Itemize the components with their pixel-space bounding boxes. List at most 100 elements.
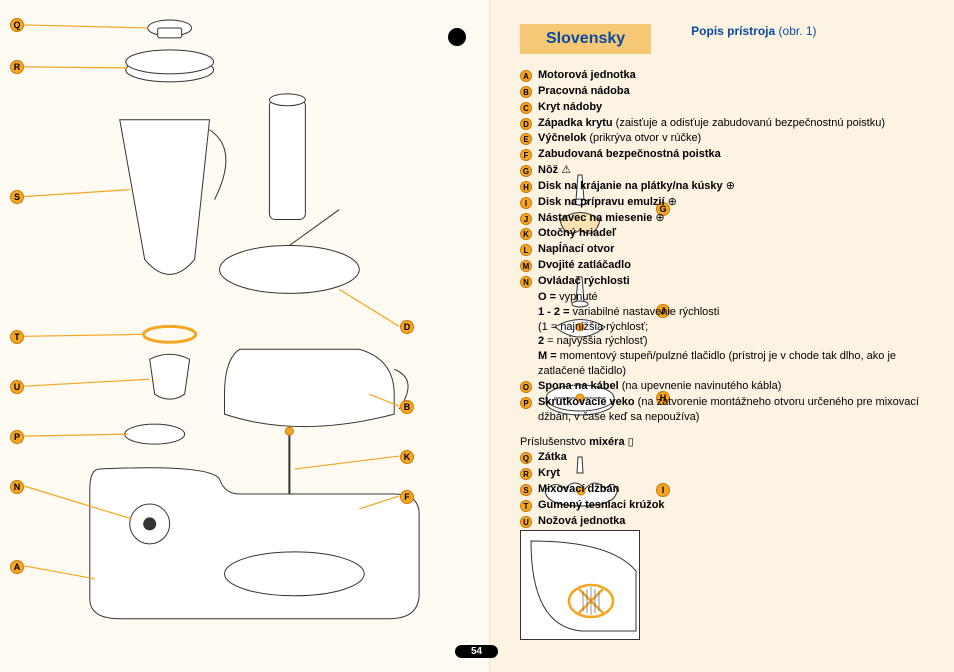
speed-note-bold: O = [538,291,556,303]
list-item: DZápadka krytu (zaisťuje a odisťuje zabu… [520,116,936,131]
item-label-bold: Ovládač rýchlosti [538,275,630,287]
item-label-rest: ⊕ [723,180,735,192]
speed-note-bold: M = [538,350,557,362]
item-badge: M [520,260,532,272]
language-tab: Slovensky [520,24,651,54]
list-item: I Disk na prípravu emulzií ⊕ [520,195,936,210]
callout-u: U [10,380,24,394]
accessory-bold: mixéra [589,436,624,448]
item-label-bold: Výčnelok [538,132,586,144]
callout-s: S [10,190,24,204]
callout-f: F [400,490,414,504]
callout-t: T [10,330,24,344]
callout-p: P [10,430,24,444]
item-label-rest: (zaisťuje a odisťuje zabudovanú bezpečno… [613,117,885,129]
accessory-list: Q Zátka RKryt S Mixovací džbán T Gumený tesnia… [520,450,936,528]
heading-text: Popis prístroja [691,24,775,38]
item-label-rest: (na upevnenie navinutého kábla) [619,380,782,392]
speed-note: M = momentový stupeň/pulzné tlačidlo (pr… [520,349,936,379]
list-item: M Dvojité zatláčadlo [520,258,936,273]
speed-note: (1 = najnižšia rýchlosť; [520,320,936,335]
item-badge: J [520,213,532,225]
item-label-bold: Disk na prípravu emulzií [538,196,665,208]
heading-sub: (obr. 1) [779,24,817,38]
list-item: F Zabudovaná bezpečnostná poistka [520,147,936,162]
callout-k: K [400,450,414,464]
item-badge: I [520,197,532,209]
speed-note-rest: momentový stupeň/pulzné tlačidlo (prístr… [538,350,896,377]
list-item: H Disk na krájanie na plátky/na kúsky ⊕ [520,179,936,194]
item-label-bold: Otočný hriadeľ [538,227,616,239]
list-item: B Pracovná nádoba [520,84,936,99]
item-label-bold: Skrutkovacie veko [538,396,635,408]
item-label-bold: Zátka [538,451,567,463]
item-label-bold: Zabudovaná bezpečnostná poistka [538,148,721,160]
item-label-bold: Nôž [538,164,558,176]
item-label-bold: Kryt [538,467,560,479]
item-label-bold: Pracovná nádoba [538,85,630,97]
item-badge: Q [520,452,532,464]
accessory-icon: ▯ [628,436,634,448]
accessory-heading: Príslušenstvo mixéra ▯ [520,435,936,448]
list-item: J Nástavec na miesenie ⊕ [520,211,936,226]
item-badge: G [520,165,532,177]
item-badge: B [520,86,532,98]
item-label-bold: Motorová jednotka [538,69,636,81]
item-badge: K [520,228,532,240]
item-label-rest: ⊕ [665,196,677,208]
description-panel: Slovensky Popis prístroja (obr. 1) A Moto… [490,0,954,672]
list-item: Q Zátka [520,450,936,465]
list-item: O Spona na kábel (na upevnenie navinutého… [520,379,936,394]
item-badge: U [520,516,532,528]
item-label-rest: ⊕ [652,212,664,224]
item-badge: E [520,133,532,145]
list-item: U Nožová jednotka [520,514,936,529]
item-label-bold: Gumený tesniaci krúžok [538,499,665,511]
speed-note-rest: vypnuté [556,291,598,303]
speed-note: 1 - 2 = variabilné nastavenie rýchlosti [520,305,936,320]
list-item: T Gumený tesniaci krúžok [520,498,936,513]
list-item: A Motorová jednotka [520,68,936,83]
item-label-bold: Napĺňací otvor [538,243,614,255]
list-item: E Výčnelok (prikrýva otvor v rúčke) [520,131,936,146]
list-item: N Ovládač rýchlosti [520,274,936,289]
item-label-bold: Nástavec na miesenie [538,212,652,224]
item-label-bold: Dvojité zatláčadlo [538,259,631,271]
item-badge: O [520,381,532,393]
item-badge: F [520,149,532,161]
item-label-bold: Spona na kábel [538,380,619,392]
item-label-bold: Nožová jednotka [538,515,625,527]
callout-q: Q [10,18,24,32]
item-badge: C [520,102,532,114]
callout-n: N [10,480,24,494]
callout-b: B [400,400,414,414]
item-badge: L [520,244,532,256]
item-badge: T [520,500,532,512]
speed-note: O = vypnuté [520,290,936,305]
speed-notes: O = vypnuté1 - 2 = variabilné nastavenie… [520,290,936,379]
list-item: RKryt [520,466,936,481]
list-item: K Otočný hriadeľ [520,226,936,241]
exploded-diagram-panel: QRSTUPNADBKF [0,0,490,672]
speed-note: 2 = najvyššia rýchlosť) [520,334,936,349]
speed-note-rest: (1 = najnižšia rýchlosť; [538,321,648,333]
item-label-bold: Disk na krájanie na plátky/na kúsky [538,180,723,192]
list-item: L Napĺňací otvor [520,242,936,257]
item-label-bold: Mixovací džbán [538,483,619,495]
speed-note-rest: = najvyššia rýchlosť) [544,335,647,347]
item-badge: S [520,484,532,496]
item-label-bold: Kryt nádoby [538,101,602,113]
section-heading: Popis prístroja (obr. 1) [691,24,816,38]
callout-r: R [10,60,24,74]
list-item: S Mixovací džbán [520,482,936,497]
list-item: PSkrutkovacie veko (na zatvorenie montáž… [520,395,936,425]
item-label-bold: Západka krytu [538,117,613,129]
item-badge: N [520,276,532,288]
item-badge: H [520,181,532,193]
item-label-rest: (prikrýva otvor v rúčke) [586,132,701,144]
speed-note-rest: variabilné nastavenie rýchlosti [570,306,720,318]
item-badge: A [520,70,532,82]
appliance-exploded-svg [0,0,489,671]
manual-page: QRSTUPNADBKF G J H [0,0,954,672]
main-parts-list: A Motorová jednotka B Pracovná nádoba C Kryt … [520,68,936,289]
